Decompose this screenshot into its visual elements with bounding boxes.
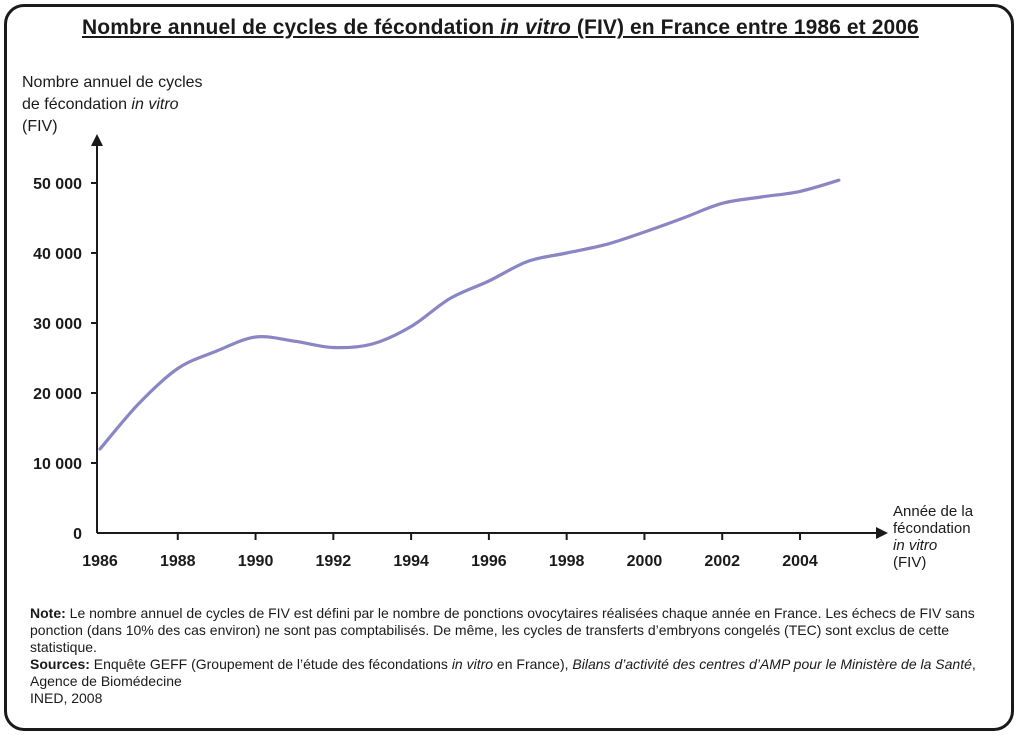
- x-tick-label: 1988: [160, 553, 196, 570]
- x-tick-label: 1996: [471, 553, 507, 570]
- chart-title: Nombre annuel de cycles de fécondation i…: [82, 16, 919, 40]
- y-tick-label: 10 000: [33, 456, 82, 473]
- x-tick-label: 2000: [627, 553, 663, 570]
- note-text: Le nombre annuel de cycles de FIV est dé…: [30, 605, 975, 655]
- x-tick-label: 2002: [704, 553, 740, 570]
- y-axis-label-line3: (FIV): [22, 118, 58, 135]
- sources-text-2: en France),: [493, 656, 573, 672]
- x-axis-label-line1: Année de la: [893, 503, 974, 520]
- series-line: [98, 178, 841, 451]
- chart-title-text: Nombre annuel de cycles de fécondation: [82, 16, 501, 39]
- x-tick-label: 1994: [393, 553, 429, 570]
- y-tick-label: 40 000: [33, 246, 82, 263]
- x-axis-label-line3: in vitro: [893, 537, 973, 554]
- x-axis-label: Année de la fécondation in vitro (FIV): [893, 503, 973, 571]
- x-tick-label: 1990: [238, 553, 274, 570]
- series-layer: [98, 178, 841, 451]
- y-axis-label-line1: Nombre annuel de cycles: [22, 74, 203, 91]
- x-axis-label-line3-italic: in vitro: [893, 537, 938, 554]
- sources-italic-2: Bilans d’activité des centres d’AMP pour…: [572, 656, 972, 672]
- y-tick-label: 50 000: [33, 176, 82, 193]
- sources-label: Sources:: [30, 656, 90, 672]
- y-axis-label-line2: de fécondation in vitro: [22, 94, 203, 116]
- sources-italic-1: in vitro: [451, 656, 494, 672]
- x-tick-label: 1986: [82, 553, 118, 570]
- notes-block: Note: Le nombre annuel de cycles de FIV …: [30, 605, 990, 707]
- note-label: Note:: [30, 605, 66, 621]
- note-paragraph: Note: Le nombre annuel de cycles de FIV …: [30, 605, 990, 656]
- credit: INED, 2008: [30, 690, 103, 706]
- sources-paragraph: Sources: Enquête GEFF (Groupement de l’é…: [30, 656, 990, 690]
- chart-title-italic: in vitro: [500, 16, 571, 39]
- x-tick-label: 2004: [782, 553, 818, 570]
- y-tick-label: 20 000: [33, 386, 82, 403]
- chart-title-tail: (FIV) en France entre 1986 et 2006: [570, 16, 919, 39]
- x-axis-label-line2: fécondation: [893, 520, 971, 537]
- x-tick-label: 1992: [316, 553, 352, 570]
- y-axis-label-line2-italic: in vitro: [131, 96, 179, 113]
- y-axis-label: Nombre annuel de cycles de fécondation i…: [22, 72, 203, 138]
- x-axis-label-line4: (FIV): [893, 554, 927, 571]
- y-tick-label: 0: [73, 526, 82, 543]
- y-axis-label-line2-text: de fécondation: [22, 96, 132, 113]
- sources-text-3: , Agence de Biomédecine: [30, 656, 976, 689]
- y-tick-label: 30 000: [33, 316, 82, 333]
- sources-text-1: Enquête GEFF (Groupement de l’étude des …: [89, 656, 452, 672]
- chart-frame: [4, 4, 1014, 731]
- axes-layer: 0 10 000 20 000 30 000 40 000 50 000 1986 1988 1…: [33, 134, 888, 570]
- x-tick-label: 1998: [549, 553, 585, 570]
